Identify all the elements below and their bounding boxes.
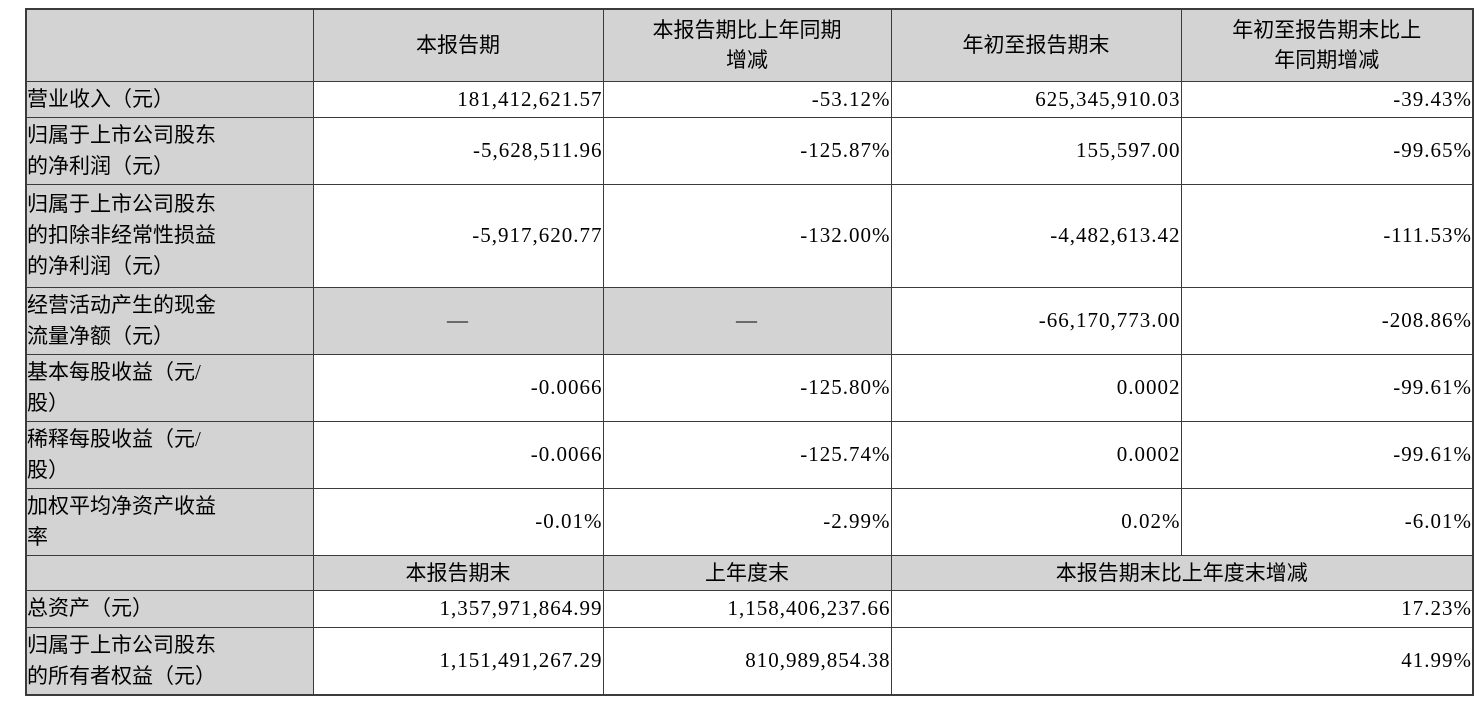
subheader-cell-prior-year-end: 上年度末 bbox=[602, 554, 892, 591]
table-subheader-row: 本报告期末 上年度末 本报告期末比上年度末增减 bbox=[25, 554, 1474, 591]
subheader-cell-blank bbox=[25, 554, 314, 591]
header-cell-blank bbox=[25, 8, 314, 82]
row-label: 总资产（元） bbox=[25, 589, 314, 628]
row-label: 归属于上市公司股东 的净利润（元） bbox=[25, 116, 314, 185]
cell-value: 1,357,971,864.99 bbox=[312, 589, 604, 628]
cell-value: -125.87% bbox=[602, 116, 892, 185]
table-row-net-profit: 归属于上市公司股东 的净利润（元） -5,628,511.96 -125.87%… bbox=[25, 116, 1474, 185]
row-label: 归属于上市公司股东 的所有者权益（元） bbox=[25, 626, 314, 695]
cell-value: -6.01% bbox=[1180, 487, 1474, 556]
cell-value: -53.12% bbox=[602, 80, 892, 118]
cell-value: 41.99% bbox=[890, 626, 1474, 695]
row-label: 基本每股收益（元/ 股） bbox=[25, 353, 314, 422]
cell-value: 155,597.00 bbox=[890, 116, 1182, 185]
cell-value: 181,412,621.57 bbox=[312, 80, 604, 118]
cell-value: 17.23% bbox=[890, 589, 1474, 628]
cell-empty-dash: — bbox=[602, 286, 892, 355]
table-row-operating-cash-flow: 经营活动产生的现金 流量净额（元） — — -66,170,773.00 -20… bbox=[25, 286, 1474, 355]
header-cell-current-period: 本报告期 bbox=[312, 8, 604, 82]
cell-value: -66,170,773.00 bbox=[890, 286, 1182, 355]
cell-value: -39.43% bbox=[1180, 80, 1474, 118]
table-row-basic-eps: 基本每股收益（元/ 股） -0.0066 -125.80% 0.0002 -99… bbox=[25, 353, 1474, 422]
cell-value: 1,151,491,267.29 bbox=[312, 626, 604, 695]
row-label: 归属于上市公司股东 的扣除非经常性损益 的净利润（元） bbox=[25, 183, 314, 288]
table-row-shareholders-equity: 归属于上市公司股东 的所有者权益（元） 1,151,491,267.29 810… bbox=[25, 626, 1474, 695]
row-label: 营业收入（元） bbox=[25, 80, 314, 118]
header-cell-ytd-yoy-change: 年初至报告期末比上 年同期增减 bbox=[1180, 8, 1474, 82]
cell-value: -0.0066 bbox=[312, 353, 604, 422]
row-label: 稀释每股收益（元/ 股） bbox=[25, 420, 314, 489]
header-cell-yoy-change: 本报告期比上年同期 增减 bbox=[602, 8, 892, 82]
cell-empty-dash: — bbox=[312, 286, 604, 355]
header-cell-ytd: 年初至报告期末 bbox=[890, 8, 1182, 82]
cell-value: -2.99% bbox=[602, 487, 892, 556]
cell-value: 0.02% bbox=[890, 487, 1182, 556]
cell-value: -5,917,620.77 bbox=[312, 183, 604, 288]
cell-value: -111.53% bbox=[1180, 183, 1474, 288]
cell-value: 625,345,910.03 bbox=[890, 80, 1182, 118]
cell-value: -0.0066 bbox=[312, 420, 604, 489]
cell-value: 0.0002 bbox=[890, 420, 1182, 489]
cell-value: -5,628,511.96 bbox=[312, 116, 604, 185]
table-row-net-profit-excl-nonrecurring: 归属于上市公司股东 的扣除非经常性损益 的净利润（元） -5,917,620.7… bbox=[25, 183, 1474, 288]
cell-value: 0.0002 bbox=[890, 353, 1182, 422]
cell-value: -125.74% bbox=[602, 420, 892, 489]
cell-value: 810,989,854.38 bbox=[602, 626, 892, 695]
row-label: 加权平均净资产收益 率 bbox=[25, 487, 314, 556]
cell-value: -0.01% bbox=[312, 487, 604, 556]
table-header-row: 本报告期 本报告期比上年同期 增减 年初至报告期末 年初至报告期末比上 年同期增… bbox=[25, 8, 1474, 82]
cell-value: -99.61% bbox=[1180, 353, 1474, 422]
cell-value: -208.86% bbox=[1180, 286, 1474, 355]
table-row-diluted-eps: 稀释每股收益（元/ 股） -0.0066 -125.74% 0.0002 -99… bbox=[25, 420, 1474, 489]
table-row-revenue: 营业收入（元） 181,412,621.57 -53.12% 625,345,9… bbox=[25, 80, 1474, 118]
financial-summary-table: 本报告期 本报告期比上年同期 增减 年初至报告期末 年初至报告期末比上 年同期增… bbox=[25, 8, 1474, 696]
cell-value: -125.80% bbox=[602, 353, 892, 422]
cell-value: 1,158,406,237.66 bbox=[602, 589, 892, 628]
subheader-cell-period-end: 本报告期末 bbox=[312, 554, 604, 591]
table-row-total-assets: 总资产（元） 1,357,971,864.99 1,158,406,237.66… bbox=[25, 589, 1474, 628]
row-label: 经营活动产生的现金 流量净额（元） bbox=[25, 286, 314, 355]
subheader-cell-change-vs-prior-year-end: 本报告期末比上年度末增减 bbox=[890, 554, 1474, 591]
cell-value: -99.61% bbox=[1180, 420, 1474, 489]
cell-value: -4,482,613.42 bbox=[890, 183, 1182, 288]
cell-value: -99.65% bbox=[1180, 116, 1474, 185]
cell-value: -132.00% bbox=[602, 183, 892, 288]
table-row-weighted-avg-roe: 加权平均净资产收益 率 -0.01% -2.99% 0.02% -6.01% bbox=[25, 487, 1474, 556]
